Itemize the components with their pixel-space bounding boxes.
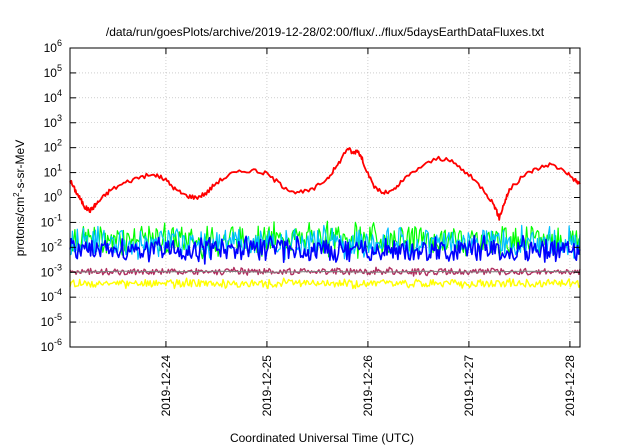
y-tick-label: 106	[44, 38, 62, 55]
series-line	[69, 234, 581, 265]
x-tick-label: 2019-12-27	[462, 355, 476, 417]
y-tick-label: 10-1	[41, 212, 62, 229]
grid-lines	[70, 47, 580, 348]
series-line	[69, 147, 581, 221]
series-line	[69, 277, 581, 290]
series-line	[69, 224, 581, 261]
y-axis-label: protons/cm2-s-sr-MeV	[12, 140, 27, 256]
y-tick-label: 10-4	[41, 287, 62, 304]
y-axis-ticks: 10-6 10-5 10-4 10-3 10-2 10-1 100 101 102 103 104 1…	[41, 38, 580, 354]
y-tick-label: 104	[44, 88, 62, 105]
series-line	[69, 270, 581, 273]
y-tick-label: 10-3	[41, 262, 62, 279]
y-tick-label: 103	[44, 113, 62, 130]
data-series	[69, 147, 581, 290]
y-tick-label: 101	[44, 163, 62, 180]
chart-title: /data/run/goesPlots/archive/2019-12-28/0…	[106, 25, 545, 39]
x-tick-label: 2019-12-24	[159, 355, 173, 417]
y-tick-label: 105	[44, 63, 62, 80]
x-axis-label: Coordinated Universal Time (UTC)	[230, 431, 414, 445]
y-tick-label: 10-6	[41, 337, 62, 354]
y-tick-label: 100	[44, 188, 62, 205]
x-tick-label: 2019-12-26	[361, 355, 375, 417]
y-tick-label: 10-5	[41, 312, 62, 329]
x-tick-label: 2019-12-28	[563, 355, 577, 417]
x-axis-ticks: 2019-12-24 2019-12-25 2019-12-26 2019-12-27…	[159, 48, 577, 416]
y-tick-label: 102	[44, 138, 62, 155]
y-tick-label: 10-2	[41, 237, 62, 254]
x-tick-label: 2019-12-25	[260, 355, 274, 417]
